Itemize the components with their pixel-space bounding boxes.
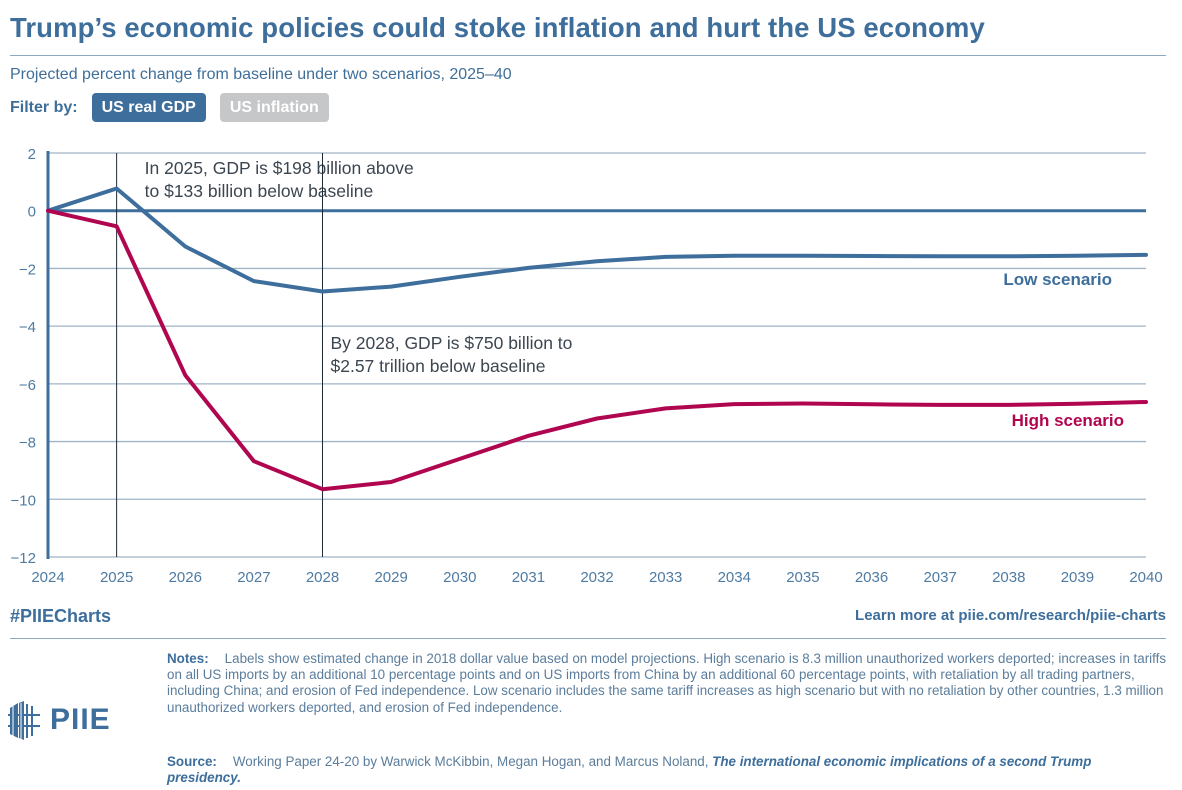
line-chart: In 2025, GDP is $198 billion above to $13…: [11, 146, 1163, 586]
chart-subtitle: Projected percent change from baseline u…: [10, 66, 512, 83]
source-title-link[interactable]: The international economic implications …: [167, 754, 1092, 786]
building-grid-icon: [8, 701, 40, 740]
x-tick-label: 2028: [306, 569, 339, 586]
low-scenario-label: Low scenario: [1003, 270, 1112, 289]
grid-lines: [46, 151, 1146, 559]
y-axis-ticks: 2 0 −2 −4 −6 −8 −10 −12: [11, 146, 36, 567]
x-tick-label: 2035: [786, 569, 819, 586]
filter-label: Filter by:: [10, 98, 78, 116]
annotation-text: In 2025, GDP is $198 billion above: [145, 158, 414, 178]
x-tick-label: 2039: [1061, 569, 1094, 586]
x-tick-label: 2038: [992, 569, 1025, 586]
x-tick-label: 2029: [374, 569, 407, 586]
source-text: Working Paper 24-20 by Warwick McKibbin,…: [232, 754, 713, 769]
series-lines: [46, 186, 1148, 492]
low-scenario-line: [46, 186, 1148, 294]
x-tick-label: 2033: [649, 569, 682, 586]
chart-title: Trump’s economic policies could stoke in…: [10, 12, 985, 43]
y-tick-label: −8: [19, 435, 36, 452]
x-tick-label: 2040: [1129, 569, 1162, 586]
filter-us-inflation-button[interactable]: US inflation: [219, 93, 329, 122]
x-axis-ticks: 2024 2025 2026 2027 2028 2029 2030 2031 2032 2033…: [31, 569, 1162, 586]
x-tick-label: 2032: [580, 569, 613, 586]
hashtag-link[interactable]: #PIIECharts: [10, 606, 112, 626]
y-tick-label: −6: [19, 377, 36, 394]
source-label: Source:: [167, 754, 217, 769]
source: Source: Working Paper 24-20 by Warwick Mc…: [167, 754, 1167, 786]
x-tick-label: 2030: [443, 569, 476, 586]
series-labels: Low scenario High scenario: [1003, 270, 1124, 430]
annotation-text: By 2028, GDP is $750 billion to: [331, 333, 573, 353]
annotation-text: to $133 billion below baseline: [145, 181, 374, 201]
x-tick-label: 2031: [512, 569, 545, 586]
x-tick-label: 2024: [31, 569, 64, 586]
x-tick-label: 2025: [100, 569, 133, 586]
title-divider: [10, 55, 1166, 56]
y-tick-label: −2: [19, 261, 36, 278]
high-scenario-label: High scenario: [1012, 411, 1124, 430]
filter-us-real-gdp-button[interactable]: US real GDP: [91, 93, 206, 122]
x-tick-label: 2037: [923, 569, 956, 586]
notes-text: Labels show estimated change in 2018 dol…: [167, 651, 1167, 715]
footer-divider: [10, 638, 1166, 639]
x-tick-label: 2026: [169, 569, 202, 586]
y-tick-label: −4: [19, 319, 36, 336]
x-tick-label: 2034: [718, 569, 751, 586]
logo-text: PIIE: [50, 703, 111, 736]
high-scenario-line: [46, 208, 1148, 492]
annotations: In 2025, GDP is $198 billion above to $13…: [116, 153, 573, 557]
learn-more-link[interactable]: Learn more at piie.com/research/piie-cha…: [855, 607, 1166, 624]
x-tick-label: 2036: [855, 569, 888, 586]
y-tick-label: −12: [11, 550, 36, 567]
y-tick-label: 0: [28, 204, 36, 221]
notes-label: Notes:: [167, 651, 209, 666]
annotation-text: $2.57 trillion below baseline: [331, 356, 546, 376]
piie-logo[interactable]: PIIE: [8, 700, 111, 740]
notes: Notes: Labels show estimated change in 20…: [167, 651, 1167, 716]
y-tick-label: 2: [28, 146, 36, 163]
filter-bar: Filter by: US real GDP US inflation: [10, 93, 343, 122]
y-tick-label: −10: [11, 492, 36, 509]
x-tick-label: 2027: [237, 569, 270, 586]
